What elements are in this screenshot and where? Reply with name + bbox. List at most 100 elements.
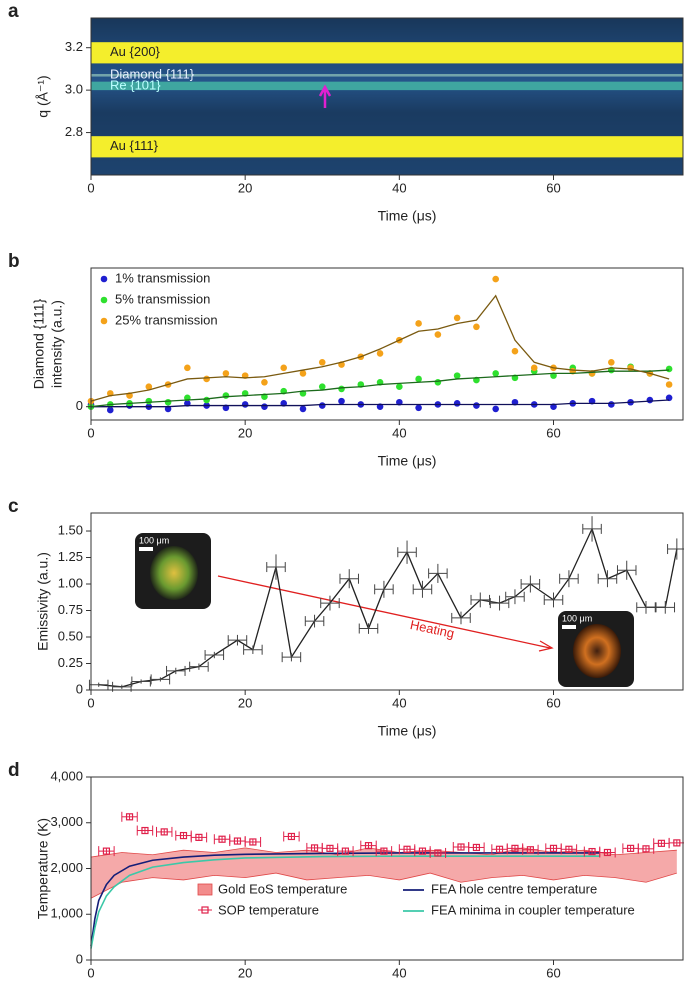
sop-marker: [434, 849, 442, 857]
arrow-label: Heating: [409, 617, 456, 641]
sop-marker: [565, 845, 573, 853]
data-point: [608, 359, 615, 366]
sop-marker: [626, 844, 635, 852]
data-point: [530, 364, 538, 372]
sop-marker: [418, 847, 427, 855]
x-tick-label: 20: [238, 180, 252, 195]
y-tick-label: 0.50: [58, 628, 83, 643]
data-point: [203, 375, 210, 383]
data-point: [665, 394, 673, 402]
x-tick-label: 20: [238, 965, 252, 980]
y-tick-label: 0.25: [58, 655, 83, 670]
legend-swatch: [197, 883, 213, 896]
data-line: [98, 527, 678, 688]
x-tick-label: 40: [392, 425, 406, 440]
y-tick-label: 1,000: [50, 906, 83, 921]
y-tick-label: 0: [76, 951, 83, 966]
sop-marker: [233, 837, 242, 845]
sop-marker: [310, 844, 319, 852]
inset-sample: [573, 624, 621, 678]
data-point: [241, 401, 249, 408]
band-label: Au {111}: [110, 138, 159, 153]
legend-marker: [100, 275, 108, 283]
sop-marker: [457, 843, 465, 851]
panel-label: d: [8, 760, 20, 781]
sop-marker: [125, 813, 134, 821]
y-axis-label: Temperature (K): [35, 818, 51, 919]
y-tick-label: 1.00: [58, 575, 83, 590]
data-point: [164, 398, 172, 406]
sop-marker: [326, 844, 334, 852]
y-tick-label: 0.75: [58, 602, 83, 617]
scale-bar: [139, 547, 153, 551]
band-label: Au {200}: [110, 44, 161, 59]
inset-sample: [150, 546, 198, 600]
plot-frame: [90, 267, 684, 421]
data-point: [222, 370, 230, 377]
data-point: [106, 406, 114, 414]
legend-label: 1% transmission: [115, 270, 210, 285]
y-axis-label: Diamond {111}: [31, 298, 47, 389]
fea-line: [90, 852, 600, 947]
x-tick-label: 20: [238, 695, 252, 710]
fit-line: [91, 399, 670, 408]
data-point: [453, 400, 461, 407]
legend-marker: [100, 296, 108, 304]
plot-frame: [90, 17, 684, 176]
x-tick-label: 20: [238, 425, 252, 440]
sop-marker: [511, 844, 519, 852]
data-point: [396, 383, 403, 391]
data-point: [627, 364, 634, 372]
data-point: [665, 365, 673, 373]
data-point: [299, 405, 307, 413]
heating-arrow: [217, 575, 554, 652]
data-point: [299, 370, 307, 377]
sop-marker: [657, 839, 666, 847]
data-point: [184, 364, 191, 372]
legend-label: FEA hole centre temperature: [431, 881, 597, 896]
x-tick-label: 40: [392, 695, 406, 710]
data-point: [453, 314, 461, 322]
y-axis-label: intensity (a.u.): [49, 300, 65, 388]
y-axis-label: Emissivity (a.u.): [35, 552, 51, 651]
legend-label: Gold EoS temperature: [218, 881, 347, 896]
legend-label: SOP temperature: [218, 902, 319, 917]
fit-line: [90, 369, 670, 408]
data-point: [415, 375, 422, 383]
temperature-band: [91, 847, 677, 899]
x-tick-label: 0: [87, 695, 94, 710]
x-tick-label: 60: [546, 180, 560, 195]
data-point: [203, 396, 210, 404]
diffraction-band: [91, 42, 683, 64]
x-tick-label: 0: [87, 180, 94, 195]
data-point: [376, 350, 384, 357]
data-point: [473, 402, 480, 409]
sop-marker: [673, 839, 681, 847]
data-point: [665, 381, 673, 388]
y-tick-label: 1.50: [58, 522, 83, 537]
data-point: [434, 378, 442, 386]
sop-marker: [102, 847, 111, 855]
diffraction-band: [91, 81, 683, 91]
diffraction-band: [91, 136, 683, 158]
panel-label: c: [8, 496, 19, 517]
x-tick-label: 0: [87, 965, 94, 980]
sop-marker: [642, 845, 650, 853]
data-point: [280, 364, 288, 372]
sop-marker: [403, 845, 411, 853]
plot-frame: [90, 512, 684, 691]
y-axis-label: q (Å⁻¹): [35, 75, 51, 117]
data-point: [492, 405, 499, 413]
x-axis-label: Time (μs): [378, 208, 437, 224]
scale-bar: [562, 625, 576, 629]
data-point: [608, 401, 615, 408]
x-tick-label: 60: [546, 695, 560, 710]
y-tick-label: 3.0: [65, 82, 83, 97]
fit-line: [90, 294, 670, 402]
data-point: [338, 385, 345, 393]
band-label: Re {101}: [110, 77, 161, 92]
y-tick-label: 1.25: [58, 549, 83, 564]
y-tick-label: 3,000: [50, 814, 83, 829]
y-tick-label: 2,000: [50, 860, 83, 875]
